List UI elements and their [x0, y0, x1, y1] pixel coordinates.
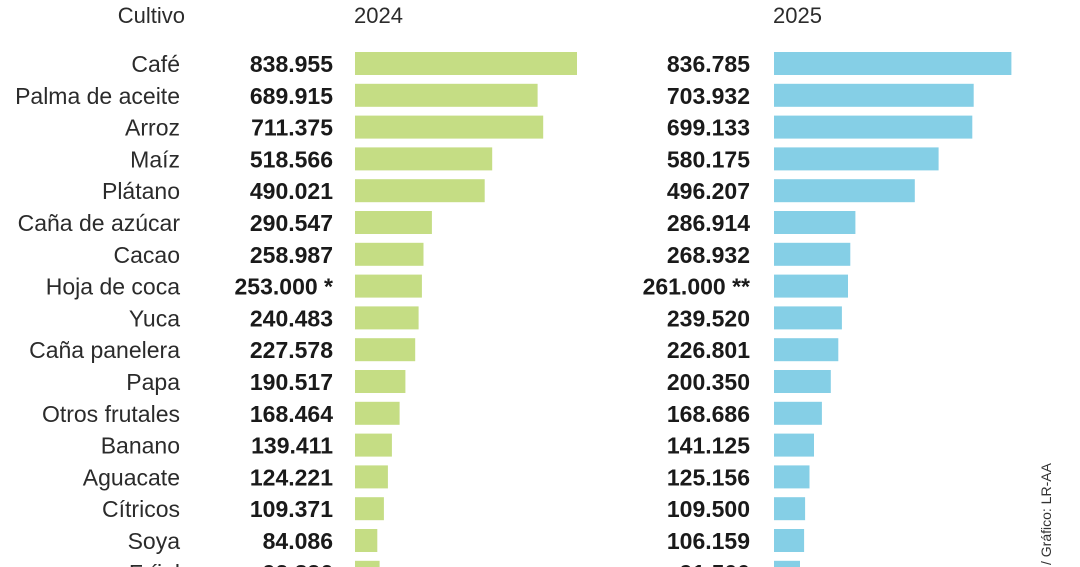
bar-2024: [355, 338, 416, 362]
bar-2025: [774, 529, 805, 552]
category-label: Fríjol: [129, 560, 180, 567]
value-label-2025: 109.500: [667, 496, 750, 522]
bar-2025: [774, 242, 851, 266]
bar-2025: [774, 465, 810, 489]
category-label: Otros frutales: [42, 401, 180, 427]
value-label-2024: 168.464: [250, 401, 333, 427]
value-label-2025: 261.000 **: [643, 274, 750, 300]
value-label-2025: 580.175: [667, 146, 750, 172]
bar-2024: [355, 147, 493, 171]
bar-2025: [774, 147, 939, 171]
chart-rows: Café 838.955 836.785 Palma de aceite 689.915…: [15, 51, 1012, 567]
value-label-2025: 168.686: [667, 401, 750, 427]
bar-2025: [774, 497, 806, 521]
value-label-2025: 200.350: [667, 369, 750, 395]
bar-2025: [774, 401, 822, 425]
value-label-2025: 226.801: [667, 337, 750, 363]
category-label: Soya: [128, 528, 181, 554]
series-2024-header: 2024: [354, 3, 403, 28]
value-label-2024: 258.987: [250, 242, 333, 268]
category-label: Banano: [101, 433, 180, 459]
value-label-2024: 139.411: [251, 433, 333, 459]
value-label-2025: 699.133: [667, 115, 750, 141]
category-label: Hoja de coca: [46, 274, 180, 300]
value-label-2024: 490.021: [250, 178, 333, 204]
value-label-2024: 124.221: [250, 464, 333, 490]
bar-2024: [355, 497, 384, 521]
value-label-2025: 496.207: [667, 178, 750, 204]
bar-2024: [355, 242, 424, 266]
bar-2025: [774, 211, 856, 234]
category-label: Caña de azúcar: [18, 210, 181, 236]
value-label-2025: 268.932: [667, 242, 750, 268]
value-label-2024: 84.086: [263, 528, 333, 554]
category-label: Arroz: [125, 115, 180, 141]
bar-2025: [774, 83, 974, 107]
bar-2025: [774, 306, 842, 330]
category-label: Palma de aceite: [15, 83, 180, 109]
series-2025-header: 2025: [773, 3, 822, 28]
bar-2024: [355, 529, 378, 552]
bar-2025: [774, 433, 814, 457]
value-label-2025: 106.159: [667, 528, 750, 554]
bar-2025: [774, 338, 839, 362]
value-label-2025: 141.125: [667, 433, 750, 459]
category-label: Yuca: [129, 305, 180, 331]
value-label-2025: 125.156: [667, 464, 750, 490]
bar-2024: [355, 211, 432, 234]
value-label-2024: 518.566: [250, 146, 333, 172]
bar-2024: [355, 83, 538, 107]
bar-2024: [355, 179, 485, 203]
bar-2025: [774, 115, 973, 139]
value-label-2024: 109.371: [250, 496, 333, 522]
bar-2024: [355, 306, 419, 330]
value-label-2024: 253.000 *: [235, 274, 334, 300]
value-label-2024: 290.547: [250, 210, 333, 236]
bar-2025: [774, 274, 848, 298]
bar-2024: [355, 401, 400, 425]
bar-2024: [355, 274, 422, 298]
value-label-2024: 838.955: [250, 51, 333, 77]
value-label-2024: 190.517: [250, 369, 333, 395]
category-label: Maíz: [130, 146, 180, 172]
value-label-2025: 91.500: [680, 560, 750, 567]
value-label-2024: 689.915: [250, 83, 333, 109]
category-label: Cítricos: [102, 496, 180, 522]
value-label-2024: 240.483: [250, 305, 333, 331]
bar-2025: [774, 179, 915, 203]
category-label: Aguacate: [83, 464, 180, 490]
value-label-2025: 836.785: [667, 51, 750, 77]
category-label: Cacao: [114, 242, 180, 268]
value-label-2025: 239.520: [667, 305, 750, 331]
bar-2024: [355, 433, 392, 457]
category-label: Plátano: [102, 178, 180, 204]
category-label: Papa: [126, 369, 180, 395]
bar-2025: [774, 560, 800, 567]
value-label-2025: 703.932: [667, 83, 750, 109]
bar-2024: [355, 115, 544, 139]
value-label-2024: 711.375: [251, 115, 333, 141]
value-label-2024: 92.836: [263, 560, 333, 567]
category-label: Café: [131, 51, 180, 77]
value-label-2025: 286.914: [667, 210, 750, 236]
bar-2025: [774, 52, 1012, 75]
source-credit: / Gráfico: LR-AA: [1038, 462, 1054, 565]
bar-2025: [774, 370, 831, 393]
bar-2024: [355, 370, 406, 393]
value-label-2024: 227.578: [250, 337, 333, 363]
category-header: Cultivo: [118, 3, 185, 28]
bar-2024: [355, 560, 380, 567]
bar-2024: [355, 52, 577, 75]
bar-2024: [355, 465, 388, 489]
category-label: Caña panelera: [29, 337, 180, 363]
